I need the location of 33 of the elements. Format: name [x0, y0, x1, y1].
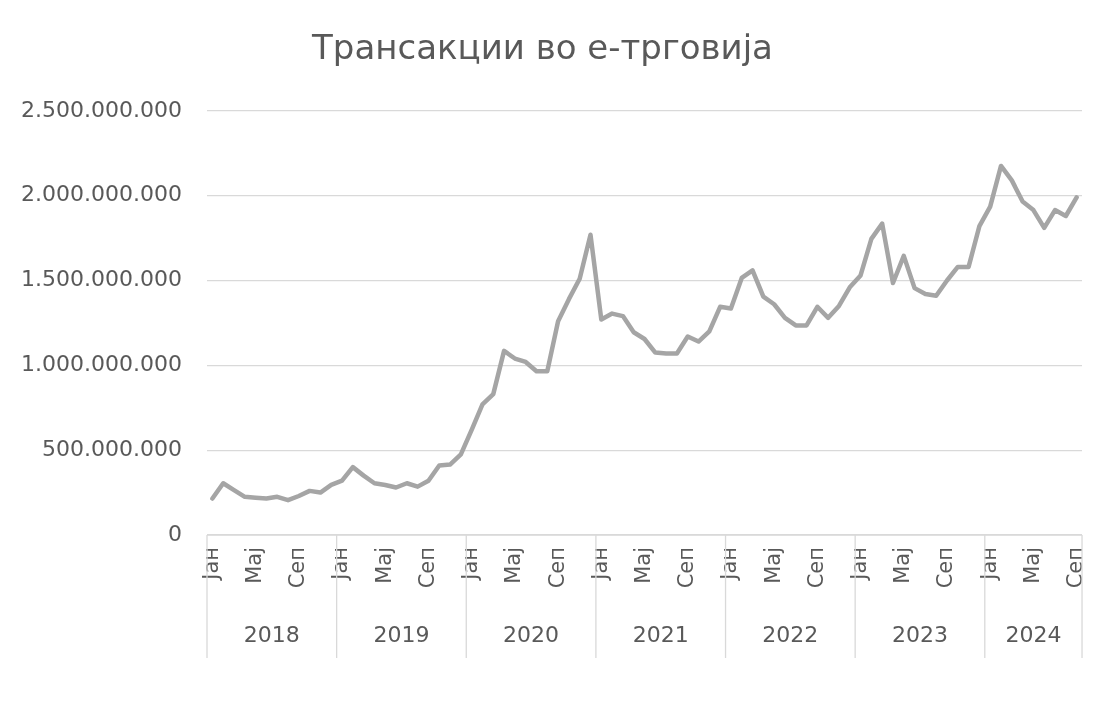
chart-title: Трансакции во е-трговија [311, 27, 773, 68]
x-tick-label: Мај [890, 547, 915, 584]
x-tick-label: Мај [1019, 547, 1044, 584]
x-tick-label: Мај [242, 547, 267, 584]
x-tick-label: Јан [458, 547, 483, 582]
y-tick-label: 1.000.000.000 [21, 351, 182, 377]
x-tick-label: Јан [587, 547, 612, 582]
y-tick-label: 0 [168, 520, 182, 546]
y-tick-label: 2.000.000.000 [21, 181, 182, 207]
text: 2020 [503, 621, 560, 647]
x-tick-label: Јан [847, 547, 872, 582]
y-tick-label: 500.000.000 [42, 435, 182, 461]
x-tick-label: Сеп [803, 547, 828, 589]
text: 2022 [762, 621, 819, 647]
x-tick-label: Мај [630, 547, 655, 584]
x-tick-label: Сеп [285, 547, 310, 589]
y-tick-label: 1.500.000.000 [21, 266, 182, 292]
x-tick-label: Јан [976, 547, 1001, 582]
text: 2021 [632, 621, 689, 647]
x-tick-label: Сеп [1063, 547, 1088, 589]
text: 2019 [373, 621, 430, 647]
x-tick-label: Сеп [414, 547, 439, 589]
x-tick-label: Сеп [544, 547, 569, 589]
text: 2018 [243, 621, 300, 647]
y-tick-label: 2.500.000.000 [21, 96, 182, 122]
x-tick-label: Сеп [674, 547, 699, 589]
text: 2024 [1005, 621, 1062, 647]
x-tick-label: Мај [760, 547, 785, 584]
x-tick-label: Мај [501, 547, 526, 584]
text: 2023 [891, 621, 948, 647]
x-tick-label: Сеп [933, 547, 958, 589]
x-tick-label: Мај [371, 547, 396, 584]
x-tick-label: Јан [198, 547, 223, 582]
